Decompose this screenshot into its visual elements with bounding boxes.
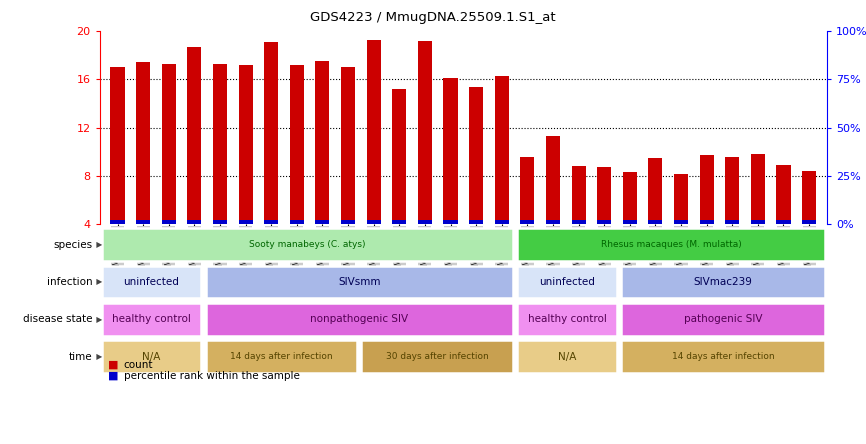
Bar — [213, 220, 227, 224]
Text: ▶: ▶ — [94, 352, 102, 361]
Bar — [802, 220, 816, 224]
Text: ■: ■ — [108, 360, 119, 369]
Bar — [621, 340, 825, 373]
Text: percentile rank within the sample: percentile rank within the sample — [124, 371, 300, 381]
Bar — [517, 340, 617, 373]
Text: ■: ■ — [108, 371, 119, 381]
Text: infection: infection — [47, 277, 93, 287]
Text: nonpathogenic SIV: nonpathogenic SIV — [310, 314, 409, 324]
Text: uninfected: uninfected — [540, 277, 595, 287]
Bar — [494, 220, 509, 224]
Bar — [290, 65, 304, 224]
Text: healthy control: healthy control — [112, 314, 191, 324]
Bar — [546, 220, 560, 224]
Bar — [162, 63, 176, 224]
Text: ▶: ▶ — [94, 315, 102, 324]
Bar — [238, 220, 253, 224]
Bar — [546, 136, 560, 224]
Text: 30 days after infection: 30 days after infection — [386, 352, 488, 361]
Bar — [111, 67, 125, 224]
Text: 14 days after infection: 14 days after infection — [672, 352, 774, 361]
Text: pathogenic SIV: pathogenic SIV — [684, 314, 762, 324]
Text: Rhesus macaques (M. mulatta): Rhesus macaques (M. mulatta) — [601, 240, 741, 249]
Bar — [700, 220, 714, 224]
Bar — [623, 220, 637, 224]
Text: species: species — [54, 240, 93, 250]
Bar — [101, 303, 202, 336]
Bar — [443, 78, 457, 224]
Text: SIVmac239: SIVmac239 — [694, 277, 753, 287]
Bar — [136, 63, 150, 224]
Bar — [205, 303, 514, 336]
Text: ▶: ▶ — [94, 240, 102, 249]
Text: 14 days after infection: 14 days after infection — [230, 352, 333, 361]
Bar — [520, 157, 534, 224]
Bar — [136, 220, 150, 224]
Bar — [315, 61, 329, 224]
Bar — [520, 220, 534, 224]
Bar — [700, 155, 714, 224]
Bar — [111, 220, 125, 224]
Bar — [417, 220, 432, 224]
Bar — [674, 220, 688, 224]
Bar — [341, 220, 355, 224]
Bar — [649, 158, 662, 224]
Text: N/A: N/A — [558, 352, 577, 361]
Text: GDS4223 / MmugDNA.25509.1.S1_at: GDS4223 / MmugDNA.25509.1.S1_at — [310, 11, 556, 24]
Bar — [101, 228, 514, 261]
Text: uninfected: uninfected — [124, 277, 179, 287]
Text: time: time — [69, 352, 93, 361]
Bar — [187, 47, 202, 224]
Bar — [623, 172, 637, 224]
Bar — [517, 303, 617, 336]
Bar — [101, 266, 202, 298]
Text: SIVsmm: SIVsmm — [338, 277, 381, 287]
Text: disease state: disease state — [23, 314, 93, 324]
Bar — [802, 171, 816, 224]
Bar — [392, 89, 406, 224]
Bar — [213, 63, 227, 224]
Bar — [443, 220, 457, 224]
Bar — [264, 220, 278, 224]
Bar — [649, 220, 662, 224]
Bar — [469, 220, 483, 224]
Bar — [621, 266, 825, 298]
Text: Sooty manabeys (C. atys): Sooty manabeys (C. atys) — [249, 240, 365, 249]
Bar — [777, 165, 791, 224]
Bar — [494, 76, 509, 224]
Bar — [341, 67, 355, 224]
Bar — [290, 220, 304, 224]
Bar — [469, 87, 483, 224]
Bar — [264, 42, 278, 224]
Bar — [598, 220, 611, 224]
Bar — [725, 157, 740, 224]
Bar — [572, 220, 585, 224]
Bar — [315, 220, 329, 224]
Bar — [366, 220, 381, 224]
Bar — [205, 266, 514, 298]
Text: healthy control: healthy control — [527, 314, 607, 324]
Bar — [572, 166, 585, 224]
Bar — [598, 167, 611, 224]
Bar — [517, 266, 617, 298]
Bar — [751, 154, 765, 224]
Bar — [517, 228, 825, 261]
Bar — [205, 340, 358, 373]
Bar — [621, 303, 825, 336]
Text: N/A: N/A — [142, 352, 161, 361]
Bar — [361, 340, 514, 373]
Bar — [674, 174, 688, 224]
Bar — [187, 220, 202, 224]
Bar — [392, 220, 406, 224]
Text: ▶: ▶ — [94, 278, 102, 286]
Bar — [162, 220, 176, 224]
Bar — [417, 41, 432, 224]
Bar — [777, 220, 791, 224]
Bar — [751, 220, 765, 224]
Bar — [101, 340, 202, 373]
Bar — [725, 220, 740, 224]
Bar — [238, 65, 253, 224]
Text: count: count — [124, 360, 153, 369]
Bar — [366, 40, 381, 224]
